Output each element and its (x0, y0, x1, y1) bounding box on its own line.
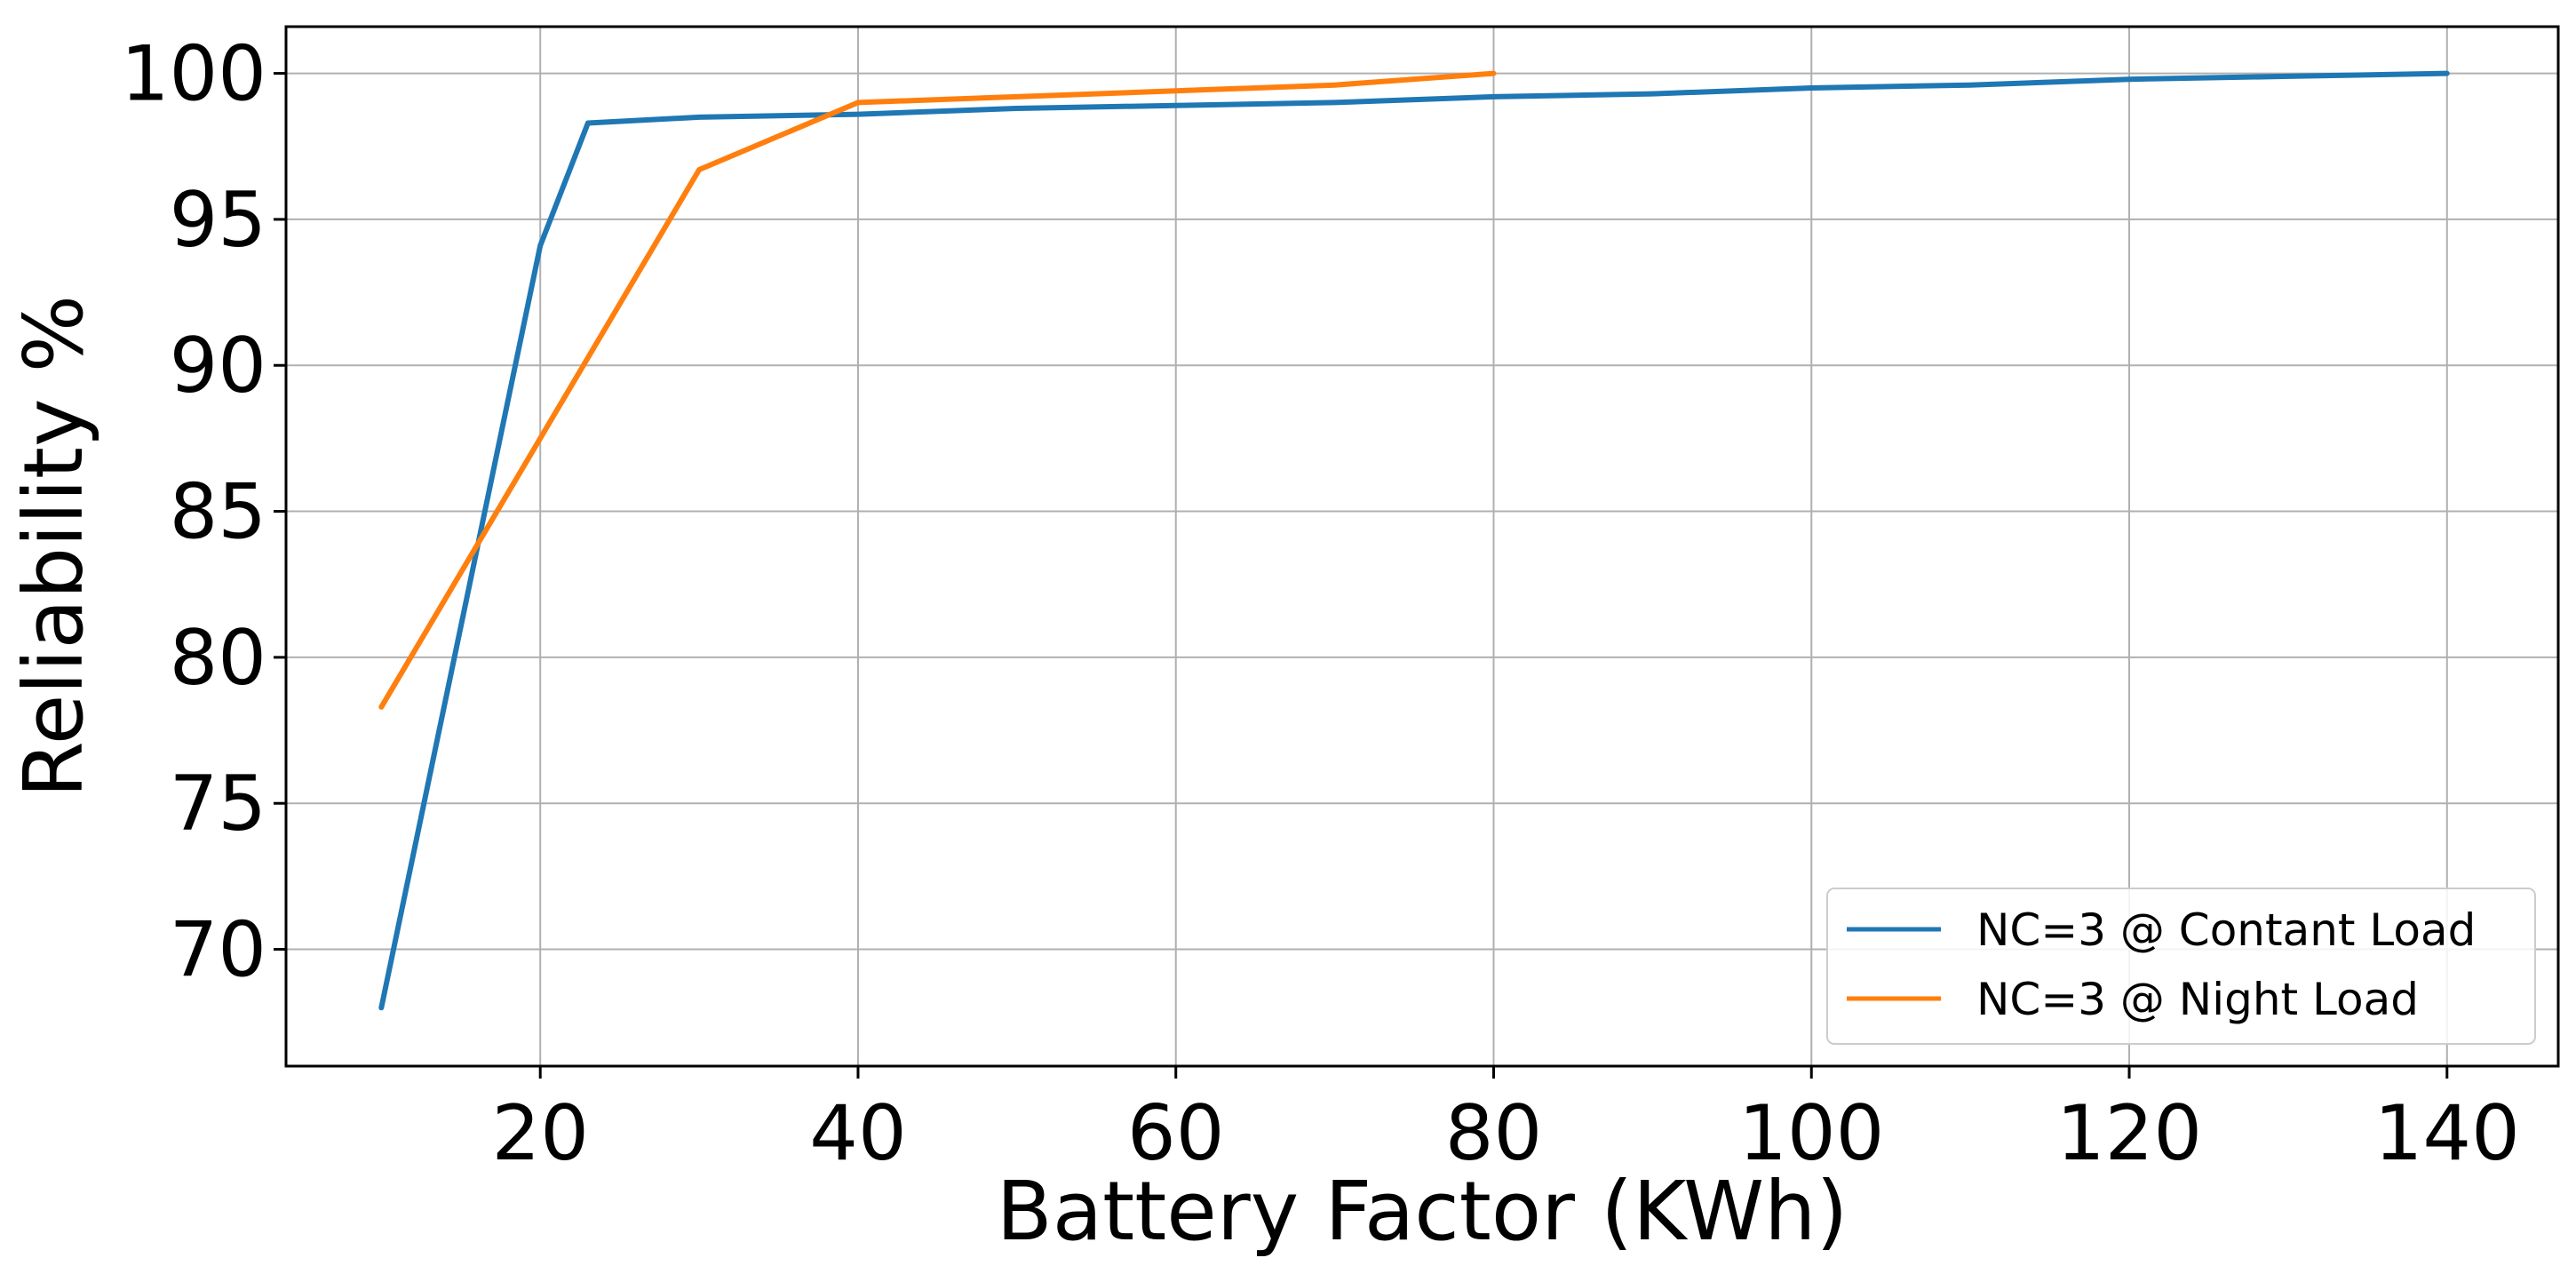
series-line-1 (378, 70, 2450, 1011)
legend-label-1: NC=3 @ Contant Load (1976, 904, 2476, 956)
series-lines (378, 70, 2450, 1011)
x-tick-label: 80 (1445, 1089, 1542, 1178)
legend-box (1826, 888, 2536, 1045)
y-tick-label: 70 (170, 906, 266, 995)
grid (286, 27, 2558, 1066)
x-tick-label: 140 (2374, 1089, 2520, 1178)
axis-ticks: 20 40 60 80 100 120 140 70 75 80 85 90 95 100 (121, 30, 2520, 1178)
y-tick-label: 85 (170, 468, 266, 557)
y-axis-label: Reliability % (6, 295, 101, 798)
y-tick-label: 90 (170, 322, 266, 410)
plot-frame (284, 25, 2560, 1068)
legend-label-2: NC=3 @ Night Load (1976, 974, 2419, 1025)
y-tick-label: 75 (170, 760, 266, 848)
y-tick-label: 95 (170, 176, 266, 265)
x-tick-label: 20 (491, 1089, 588, 1178)
x-tick-label: 120 (2056, 1089, 2202, 1178)
series-line-2 (378, 70, 1497, 710)
legend: NC=3 @ Contant Load NC=3 @ Night Load (1826, 888, 2536, 1045)
x-axis-label: Battery Factor (KWh) (997, 1164, 1849, 1259)
x-tick-label: 60 (1127, 1089, 1224, 1178)
x-tick-label: 100 (1738, 1089, 1884, 1178)
y-tick-label: 100 (121, 30, 266, 119)
x-tick-label: 40 (809, 1089, 906, 1178)
y-tick-label: 80 (170, 614, 266, 703)
